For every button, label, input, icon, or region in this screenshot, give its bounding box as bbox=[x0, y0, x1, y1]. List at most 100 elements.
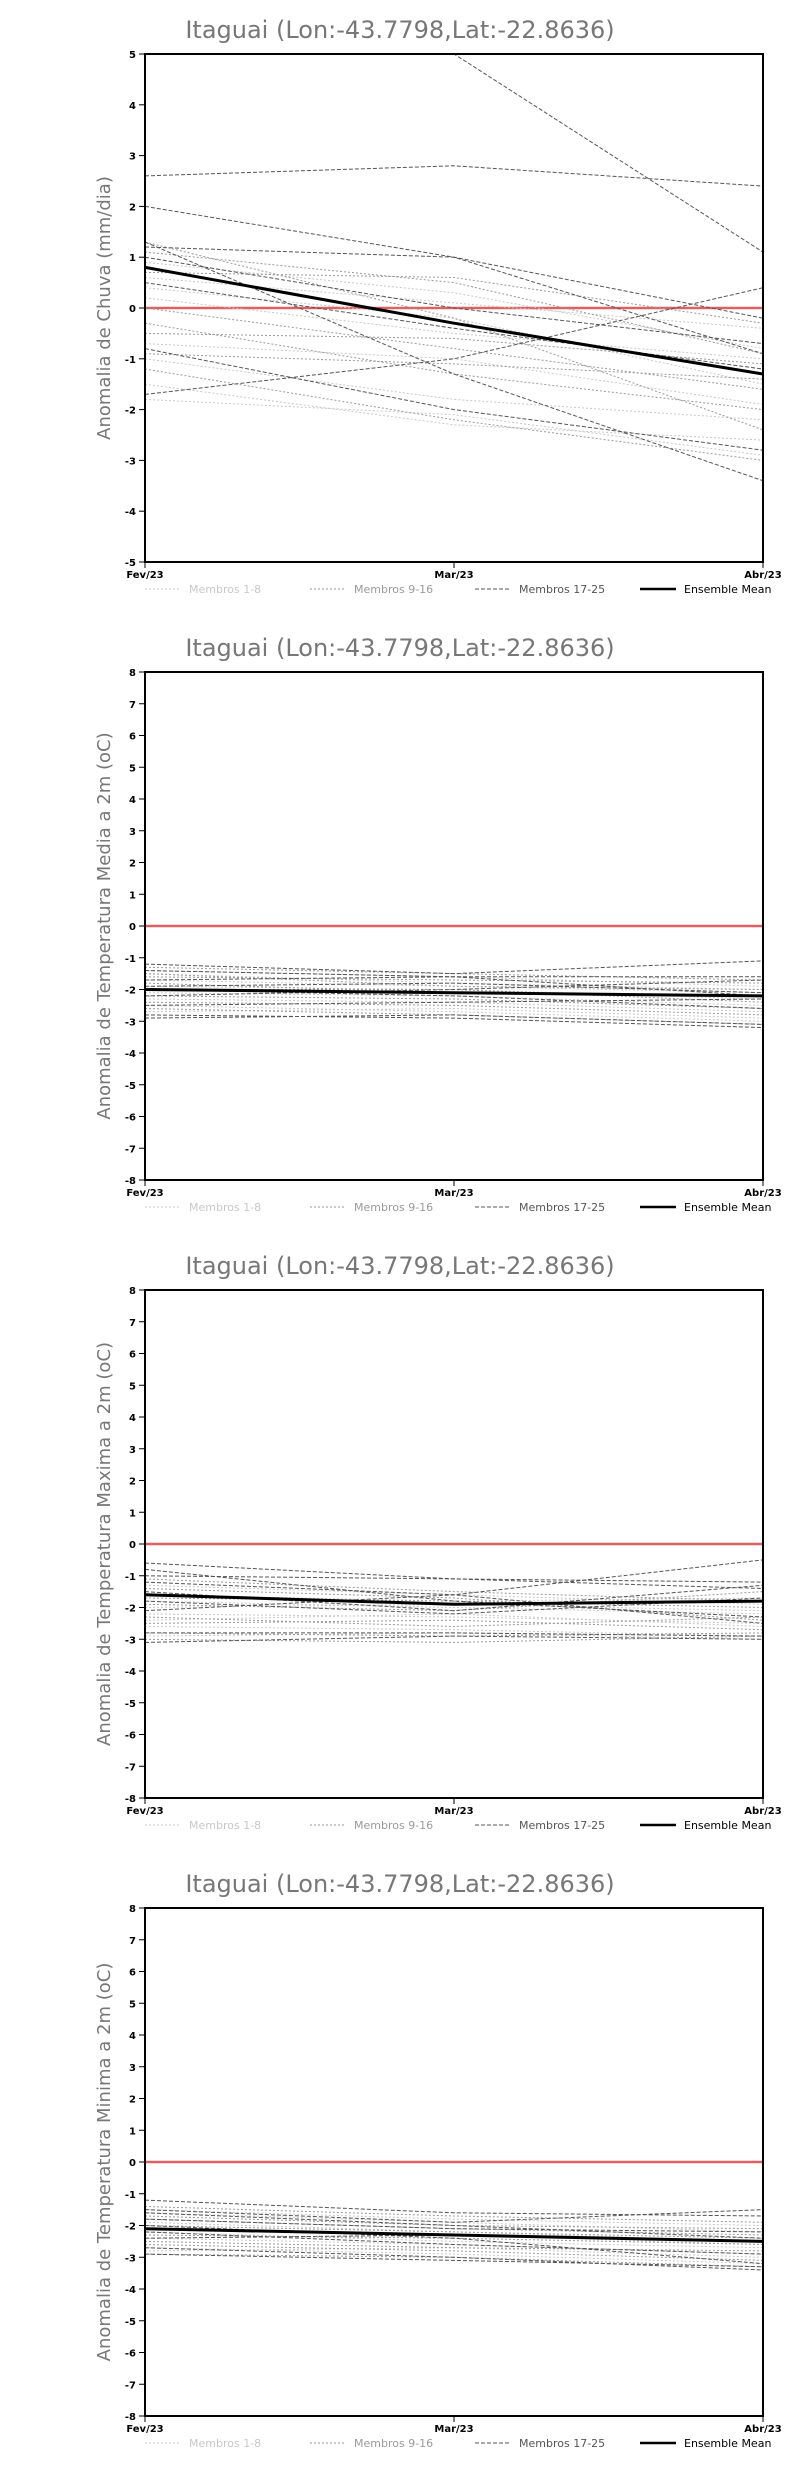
member-4-line bbox=[145, 1007, 763, 1019]
member-21-line bbox=[145, 2218, 763, 2233]
y-tick-label: -2 bbox=[125, 406, 136, 417]
member-17-line bbox=[145, 960, 763, 975]
member-11-line bbox=[145, 2206, 763, 2223]
member-20-line bbox=[145, 2247, 763, 2271]
plot-frame bbox=[144, 53, 764, 563]
y-tick-label: -6 bbox=[125, 1113, 136, 1124]
x-tick-label: Abr/23 bbox=[744, 1806, 781, 1817]
y-tick-label: 3 bbox=[129, 827, 136, 838]
member-2-line bbox=[145, 343, 763, 405]
member-1-line bbox=[145, 1600, 763, 1615]
chart-svg: Itaguai (Lon:-43.7798,Lat:-22.8636) Anoma… bbox=[94, 1870, 782, 2450]
x-tick-label: Mar/23 bbox=[434, 1188, 473, 1199]
legend-label: Membros 17-25 bbox=[519, 2437, 605, 2450]
y-tick-label: 3 bbox=[129, 152, 136, 163]
y-tick-label: 4 bbox=[129, 795, 136, 806]
member-18-line bbox=[145, 1568, 763, 1618]
member-22-line bbox=[145, 982, 763, 994]
member-14-line bbox=[145, 2244, 763, 2261]
x-tick-label: Fev/23 bbox=[126, 2424, 163, 2435]
member-13-line bbox=[145, 271, 763, 324]
member-9-line bbox=[145, 976, 763, 984]
y-tick-label: 1 bbox=[129, 1508, 136, 1519]
x-tick-label: Abr/23 bbox=[744, 570, 781, 581]
plot-area bbox=[145, 54, 763, 482]
member-25-line bbox=[145, 2253, 763, 2268]
x-tick-label: Mar/23 bbox=[434, 570, 473, 581]
y-tick-label: 0 bbox=[129, 2158, 136, 2169]
y-tick-label: 4 bbox=[129, 1413, 136, 1424]
member-20-line bbox=[145, 1632, 763, 1637]
y-tick-label: -5 bbox=[125, 1081, 136, 1092]
member-6-line bbox=[145, 2209, 763, 2226]
y-tick-label: 3 bbox=[129, 2063, 136, 2074]
member-5-line bbox=[145, 358, 763, 421]
plot-area bbox=[145, 924, 763, 1029]
member-25-line bbox=[145, 1597, 763, 1615]
y-tick-label: 5 bbox=[129, 1999, 136, 2010]
member-15-line bbox=[145, 241, 763, 431]
y-tick-label: -5 bbox=[125, 558, 136, 569]
y-tick-label: -3 bbox=[125, 2253, 136, 2264]
chart-title: Itaguai (Lon:-43.7798,Lat:-22.8636) bbox=[185, 16, 614, 44]
y-tick-label: 5 bbox=[129, 50, 136, 61]
y-tick-label: -6 bbox=[125, 1731, 136, 1742]
x-tick-label: Fev/23 bbox=[126, 1188, 163, 1199]
y-tick-label: 0 bbox=[129, 1540, 136, 1551]
member-2-line bbox=[145, 1626, 763, 1637]
y-tick-label: 4 bbox=[129, 101, 136, 112]
member-9-line bbox=[145, 251, 763, 355]
y-tick-label: -2 bbox=[125, 2222, 136, 2233]
member-4-line bbox=[145, 1613, 763, 1624]
member-20-line bbox=[145, 241, 763, 482]
legend-label: Ensemble Mean bbox=[684, 2437, 771, 2450]
y-tick-label: -6 bbox=[125, 2349, 136, 2360]
y-tick-label: -3 bbox=[125, 1635, 136, 1646]
y-tick-label: -8 bbox=[125, 2412, 136, 2423]
member-17-line bbox=[145, 2199, 763, 2217]
y-tick-label: -7 bbox=[125, 2380, 136, 2391]
y-tick-label: 1 bbox=[129, 2126, 136, 2137]
chart-svg: Itaguai (Lon:-43.7798,Lat:-22.8636) Anoma… bbox=[94, 1252, 782, 1832]
x-tick-label: Abr/23 bbox=[744, 1188, 781, 1199]
member-22-line bbox=[145, 256, 763, 345]
member-4-line bbox=[145, 297, 763, 360]
y-axis-label: Anomalia de Chuva (mm/dia) bbox=[94, 176, 115, 440]
y-tick-label: 8 bbox=[129, 668, 136, 679]
y-tick-label: 5 bbox=[129, 1381, 136, 1392]
legend-label: Membros 9-16 bbox=[354, 2437, 433, 2450]
y-tick-label: 0 bbox=[129, 922, 136, 933]
member-10-line bbox=[145, 995, 763, 1009]
x-tick-label: Fev/23 bbox=[126, 1806, 163, 1817]
y-tick-label: -1 bbox=[125, 355, 136, 366]
legend-label: Membros 1-8 bbox=[189, 1819, 261, 1832]
member-14-line bbox=[145, 1616, 763, 1628]
member-16-line bbox=[145, 973, 763, 990]
member-13-line bbox=[145, 1578, 763, 1602]
y-tick-label: -7 bbox=[125, 1762, 136, 1773]
member-19-line bbox=[145, 1559, 763, 1596]
y-tick-label: -4 bbox=[125, 507, 136, 518]
plot-area bbox=[145, 2160, 763, 2271]
legend-label: Membros 1-8 bbox=[189, 2437, 261, 2450]
y-tick-label: -3 bbox=[125, 456, 136, 467]
y-tick-label: 6 bbox=[129, 1968, 136, 1979]
member-25-line bbox=[145, 246, 763, 355]
y-tick-label: 6 bbox=[129, 1350, 136, 1361]
y-tick-label: -1 bbox=[125, 1572, 136, 1583]
member-10-line bbox=[145, 2240, 763, 2252]
y-tick-label: 8 bbox=[129, 1904, 136, 1915]
ensemble-mean-line bbox=[145, 1593, 763, 1606]
y-tick-label: 1 bbox=[129, 890, 136, 901]
legend-label: Membros 1-8 bbox=[189, 583, 261, 596]
member-23-line bbox=[145, 970, 763, 997]
member-18-line bbox=[145, 1014, 763, 1025]
y-tick-label: -1 bbox=[125, 2190, 136, 2201]
legend-label: Membros 9-16 bbox=[354, 1819, 433, 1832]
y-tick-label: -3 bbox=[125, 1017, 136, 1028]
plot-frame bbox=[144, 671, 764, 1181]
y-tick-label: -4 bbox=[125, 2285, 136, 2296]
member-19-line bbox=[145, 2209, 763, 2223]
member-8-line bbox=[145, 1004, 763, 1022]
member-9-line bbox=[145, 1588, 763, 1621]
